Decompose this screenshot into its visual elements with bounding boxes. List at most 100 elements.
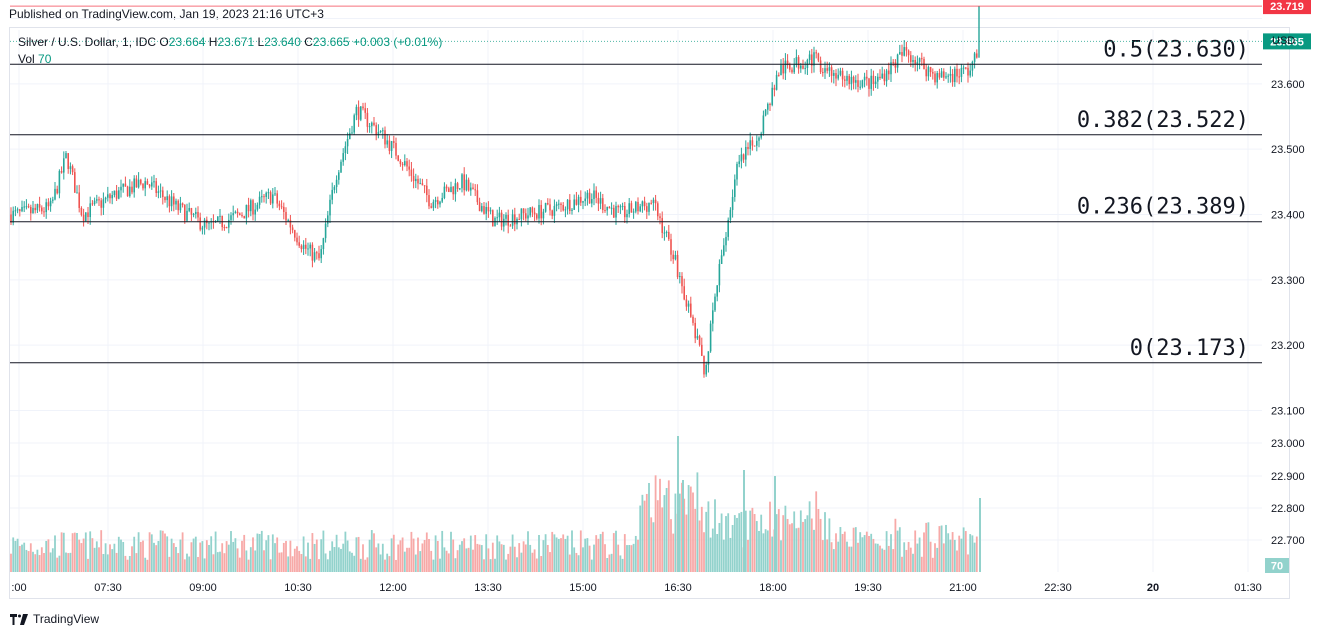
candle-body (151, 182, 153, 187)
volume-bar (975, 536, 978, 572)
candle-body (672, 254, 674, 260)
volume-bar (436, 540, 439, 572)
candle-body (877, 76, 879, 82)
volume-bar (27, 551, 30, 572)
candle-body (38, 204, 41, 208)
volume-bar (34, 554, 37, 572)
candle-body (795, 57, 798, 65)
volume-bar (912, 553, 914, 572)
candle-body (375, 125, 377, 135)
candle-body (388, 140, 391, 151)
volume-bar (225, 541, 228, 572)
volume-bar (824, 512, 826, 572)
candle-body (63, 158, 65, 173)
candle-body (289, 219, 292, 228)
volume-bar (161, 530, 164, 572)
volume-bar (843, 531, 846, 572)
volume-bar (287, 556, 290, 572)
volume-bar (560, 538, 562, 572)
candle-body (782, 65, 784, 74)
volume-bar (608, 554, 611, 572)
volume-bar (905, 549, 908, 572)
candle-body (386, 140, 388, 145)
legend-low-label: L (257, 35, 265, 49)
candle-body (170, 196, 173, 207)
candle-body (659, 216, 661, 219)
volume-bar (56, 557, 59, 572)
candle-body (855, 80, 857, 83)
candle-body (960, 68, 963, 77)
volume-bar (788, 524, 791, 572)
candle-body (628, 203, 630, 214)
volume-bar (205, 540, 208, 572)
candle-body (85, 212, 87, 222)
volume-bar (450, 531, 452, 572)
volume-bar (276, 537, 279, 572)
candle-body (870, 75, 872, 89)
candle-body (505, 214, 507, 219)
volume-bar (128, 555, 131, 572)
candle-body (421, 183, 424, 186)
candle-body (758, 137, 760, 141)
candle-body (560, 203, 562, 205)
volume-bar (663, 495, 666, 572)
legend-open: 23.664 (168, 35, 206, 49)
candle-body (751, 140, 754, 146)
candle-body (12, 210, 14, 223)
volume-bar (60, 532, 63, 572)
candle-body (914, 60, 916, 65)
candle-body (885, 70, 888, 82)
volume-bar (868, 536, 870, 572)
volume-bar (876, 543, 879, 572)
candle-body (344, 146, 347, 154)
candle-body (476, 190, 479, 203)
volume-bar (227, 544, 230, 572)
volume-bar (584, 538, 587, 572)
volume-bar (835, 533, 837, 572)
candle-body (349, 133, 351, 139)
volume-bar (685, 514, 688, 572)
volume-bar (40, 547, 43, 572)
candle-body (188, 208, 190, 211)
volume-bar (936, 547, 939, 572)
candle-body (544, 203, 547, 212)
candle-body (481, 206, 483, 212)
candle-body (826, 68, 828, 71)
volume-bar (474, 535, 477, 572)
candle-body (808, 54, 811, 60)
candles (10, 6, 980, 378)
candle-body (558, 203, 560, 205)
candle-body (951, 73, 954, 83)
volume-bar (234, 538, 237, 572)
volume-bar (703, 532, 705, 572)
candle-body (302, 244, 305, 250)
volume-bar (540, 556, 543, 572)
volume-bar (309, 558, 312, 572)
volume-bar (670, 519, 672, 572)
candle-body (71, 166, 74, 173)
candle-body (549, 204, 551, 211)
candle-body (56, 188, 58, 194)
candle-body (947, 75, 949, 77)
candle-body (716, 285, 718, 297)
legend-vol-label: Vol (18, 52, 35, 66)
volume-bar (120, 539, 122, 572)
volume-bar (962, 527, 965, 572)
candle-body (252, 200, 254, 215)
candle-body (967, 67, 969, 76)
candle-body (604, 210, 606, 212)
volume-bar (333, 547, 336, 572)
candle-body (912, 60, 914, 62)
candle-body (250, 200, 252, 212)
x-tick-label: 18:00 (759, 582, 787, 594)
volume-bar (293, 548, 296, 572)
candle-body (894, 62, 897, 68)
volume-bar (111, 549, 114, 572)
candle-body (201, 227, 204, 230)
volume-bar (414, 554, 417, 572)
candle-body (577, 196, 580, 205)
volume-bar (126, 559, 129, 572)
volume-bar (98, 547, 100, 572)
candle-body (208, 222, 210, 224)
